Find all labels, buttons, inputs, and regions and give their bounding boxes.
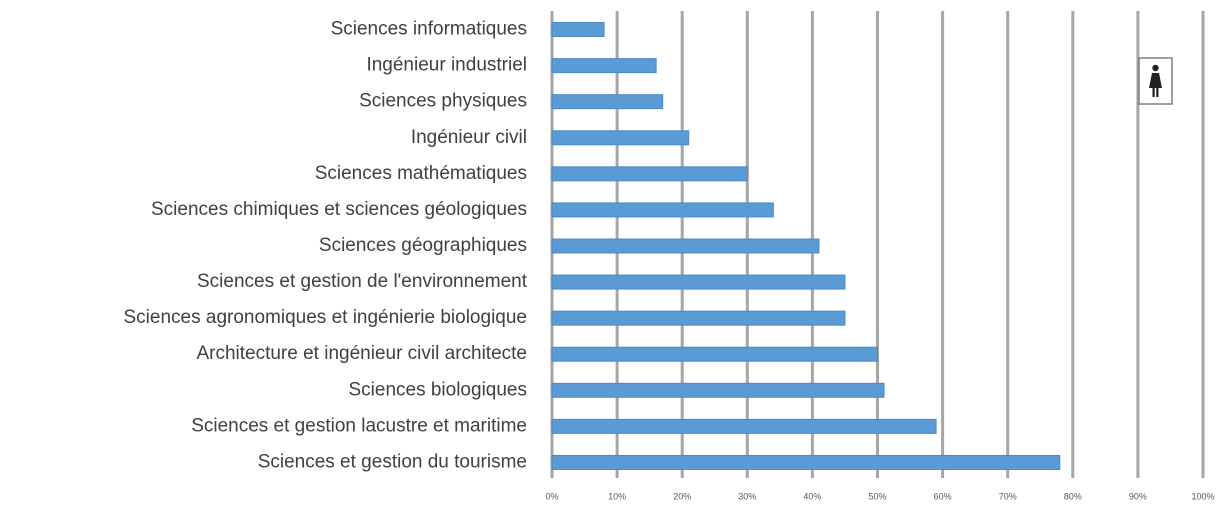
- y-tick-label: Sciences et gestion lacustre et maritime: [191, 415, 527, 436]
- x-tick-label: 10%: [608, 491, 626, 501]
- y-tick-label: Sciences et gestion de l'environnement: [197, 271, 528, 292]
- y-tick-label: Sciences biologiques: [348, 379, 527, 400]
- bar: [551, 238, 820, 254]
- y-tick-label: Sciences géographiques: [319, 235, 527, 256]
- bar: [551, 58, 657, 74]
- bar: [551, 130, 690, 146]
- y-tick-label: Sciences informatiques: [331, 19, 527, 40]
- legend-icon: [1138, 57, 1173, 105]
- icon-leg: [1156, 88, 1159, 97]
- x-tick-label: 60%: [934, 491, 952, 501]
- plot: 0% 10% 20% 30% 40% 50% 60% 70% 80% 90% 100% Science…: [124, 11, 1215, 501]
- x-tick-label: 40%: [803, 491, 821, 501]
- x-tick-label: 20%: [673, 491, 691, 501]
- bar: [551, 22, 605, 38]
- y-tick-label: Sciences mathématiques: [315, 163, 527, 184]
- y-tick-label: Sciences physiques: [359, 91, 527, 112]
- icon-head: [1152, 64, 1159, 72]
- bar: [551, 202, 774, 218]
- bar: [551, 310, 846, 326]
- icon-leg: [1152, 88, 1155, 97]
- bar: [551, 382, 885, 398]
- x-tick-label: 80%: [1064, 491, 1082, 501]
- bar: [551, 274, 846, 290]
- bar: [551, 346, 878, 362]
- bar: [551, 454, 1061, 470]
- icon-body: [1149, 73, 1162, 88]
- y-tick-label: Ingénieur industriel: [366, 55, 527, 76]
- bar: [551, 166, 748, 182]
- bar: [551, 418, 937, 434]
- bar: [551, 94, 664, 110]
- y-tick-label: Sciences chimiques et sciences géologiqu…: [151, 199, 527, 220]
- x-tick-label: 50%: [868, 491, 886, 501]
- x-tick-label: 70%: [999, 491, 1017, 501]
- x-tick-label: 0%: [545, 491, 558, 501]
- x-tick-label: 100%: [1191, 491, 1214, 501]
- y-tick-label: Sciences agronomiques et ingénierie biol…: [124, 307, 528, 328]
- y-tick-label: Sciences et gestion du tourisme: [258, 451, 527, 472]
- y-tick-label: Ingénieur civil: [411, 127, 527, 148]
- y-tick-label: Architecture et ingénieur civil architec…: [196, 343, 527, 364]
- x-tick-label: 30%: [738, 491, 756, 501]
- x-tick-label: 90%: [1129, 491, 1147, 501]
